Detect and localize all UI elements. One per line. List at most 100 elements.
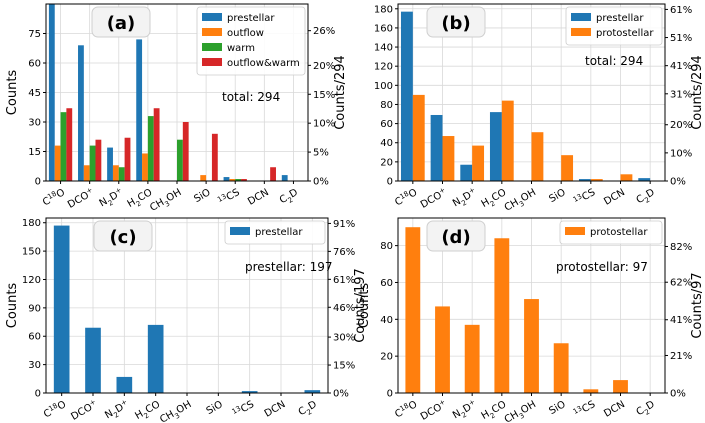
legend-label: outflow xyxy=(227,28,264,39)
bar-prestellar-C2D xyxy=(638,178,651,181)
x-tick-label: CH3OH xyxy=(503,399,540,423)
bar-protostellar-CH3OH xyxy=(524,299,539,393)
y2-tick-label: 41% xyxy=(670,61,692,72)
bar-outflow-DCO xyxy=(83,165,90,181)
y2-axis-label: Counts/294 xyxy=(690,55,705,130)
legend-swatch xyxy=(202,43,222,51)
x-tick-label: DCN xyxy=(602,399,627,420)
y2-tick-label: 31% xyxy=(670,89,692,100)
y2-tick-label: 10% xyxy=(313,119,335,130)
bar-warm-CH3OH xyxy=(177,139,183,181)
y-tick-label: 0 xyxy=(387,177,393,188)
y2-axis-label: Counts/197 xyxy=(353,268,368,343)
x-tick-label: CH3OH xyxy=(158,399,195,423)
x-tick-label: N2D+ xyxy=(102,398,132,423)
bar-prestellar-13CS xyxy=(241,391,258,393)
bar-protostellar-CH3OH xyxy=(531,132,544,181)
x-tick-label: CH3OH xyxy=(148,187,185,216)
panel-a: 015304560750%5%10%15%20%26%C18ODCO+N2D+H… xyxy=(5,3,348,216)
bar-outflowwarm-SiO xyxy=(211,133,218,181)
x-tick-label: DCN xyxy=(602,187,627,208)
y-tick-label: 140 xyxy=(374,43,393,54)
y2-tick-label: 30% xyxy=(333,333,355,344)
bar-prestellar-H2CO xyxy=(489,112,502,181)
x-tick-label: C18O xyxy=(392,186,419,209)
x-tick-label: C18O xyxy=(392,398,419,421)
y2-tick-label: 0% xyxy=(313,177,329,188)
x-tick-label: C2D xyxy=(278,187,302,208)
y2-tick-label: 0% xyxy=(333,389,349,400)
legend-swatch xyxy=(230,227,250,235)
bar-outflowwarm-N2D xyxy=(124,137,131,181)
bar-protostellar-N2D xyxy=(464,324,480,393)
y2-tick-label: 46% xyxy=(333,303,355,314)
x-tick-label: C2D xyxy=(635,399,659,420)
y2-axis-label: Counts/294 xyxy=(333,55,348,130)
y-tick-label: 20 xyxy=(380,157,393,168)
panel-label-box xyxy=(91,6,151,38)
total-annotation: prestellar: 197 xyxy=(245,260,333,274)
bar-prestellar-13CS xyxy=(223,177,230,181)
y-tick-label: 30 xyxy=(28,118,41,129)
y-tick-label: 0 xyxy=(387,389,393,400)
bar-protostellar-DCN xyxy=(613,380,628,393)
y2-tick-label: 76% xyxy=(333,247,355,258)
y-tick-label: 0 xyxy=(35,177,41,188)
legend-label: protostellar xyxy=(590,227,648,238)
legend-swatch xyxy=(202,58,222,66)
x-tick-label: SiO xyxy=(192,187,212,205)
y2-axis-label: Counts/97 xyxy=(690,272,705,338)
bar-outflow-N2D xyxy=(112,165,119,181)
total-annotation: protostellar: 97 xyxy=(556,260,648,274)
bar-prestellar-13CS xyxy=(578,179,591,181)
total-annotation: total: 294 xyxy=(585,54,643,68)
x-tick-label: DCO+ xyxy=(418,186,449,211)
bar-prestellar-C2D xyxy=(281,175,288,181)
bar-outflowwarm-H2CO xyxy=(153,108,160,181)
y2-tick-label: 0% xyxy=(670,177,686,188)
panel-label: (d) xyxy=(441,227,470,248)
legend-label: warm xyxy=(227,43,255,54)
bar-outflowwarm-C18O xyxy=(66,108,73,181)
y-tick-label: 120 xyxy=(22,275,41,286)
x-tick-label: SiO xyxy=(205,399,225,417)
y-tick-label: 100 xyxy=(374,81,393,92)
y-tick-label: 15 xyxy=(28,147,41,158)
bar-warm-H2CO xyxy=(147,116,154,181)
bar-prestellar-H2CO xyxy=(136,39,143,182)
y-tick-label: 80 xyxy=(380,100,393,111)
panel-label-box xyxy=(426,6,486,38)
panel-label-box xyxy=(93,220,153,252)
legend-swatch xyxy=(571,28,591,36)
bar-protostellar-SiO xyxy=(561,155,574,181)
bar-protostellar-C18O xyxy=(405,227,421,393)
bar-protostellar-C18O xyxy=(412,94,425,181)
bar-warm-DCO xyxy=(89,145,96,181)
x-tick-label: C18O xyxy=(41,398,68,421)
bar-prestellar-DCO xyxy=(78,45,84,181)
bar-prestellar-H2CO xyxy=(147,324,164,393)
panel-label-box xyxy=(426,220,486,252)
bar-protostellar-H2CO xyxy=(501,100,514,181)
y2-tick-label: 82% xyxy=(670,242,692,253)
total-annotation: total: 294 xyxy=(222,90,280,104)
x-tick-label: SiO xyxy=(547,187,567,205)
legend-box xyxy=(224,220,326,245)
x-tick-label: SiO xyxy=(547,399,567,417)
x-tick-label: DCO+ xyxy=(69,398,100,423)
bar-protostellar-13CS xyxy=(583,389,599,393)
x-tick-label: N2D+ xyxy=(450,186,480,212)
x-tick-label: N2D+ xyxy=(97,186,127,212)
y2-tick-label: 61% xyxy=(670,5,692,16)
bar-prestellar-C18O xyxy=(53,225,70,393)
y2-tick-label: 15% xyxy=(313,90,335,101)
y2-tick-label: 20% xyxy=(670,120,692,131)
bar-outflow-C18O xyxy=(54,145,61,181)
legend-label: outflow&warm xyxy=(227,58,300,69)
y-tick-label: 40 xyxy=(380,138,393,149)
y-tick-label: 45 xyxy=(28,88,41,99)
bar-protostellar-DCO xyxy=(442,136,455,181)
bar-outflowwarm-CH3OH xyxy=(182,122,189,181)
